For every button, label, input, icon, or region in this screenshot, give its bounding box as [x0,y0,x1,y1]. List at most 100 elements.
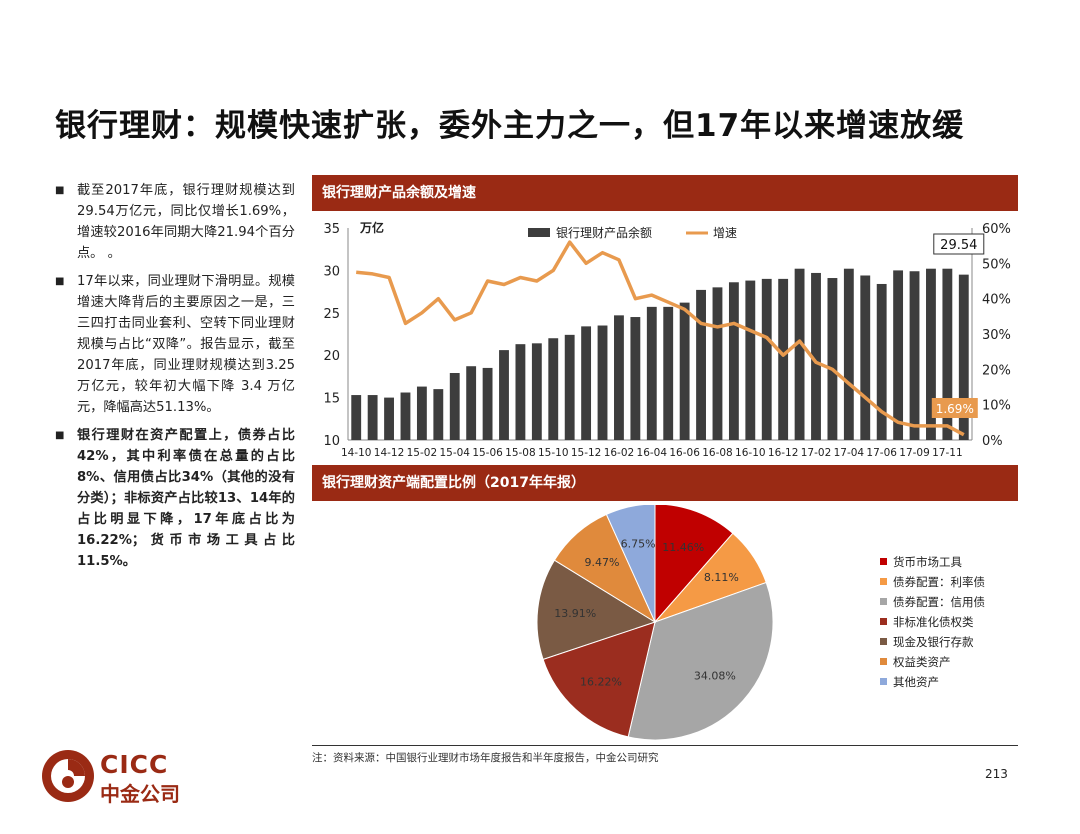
logo-emblem-icon [42,750,94,802]
legend-label: 其他资产 [893,675,939,689]
bar [926,268,936,440]
chart2-title-bar: 银行理财资产端配置比例（2017年年报） [312,465,1018,501]
bar [433,389,444,440]
y-right-tick-label: 50% [982,257,1011,272]
pie-legend-item: 债券配置：利率债 [880,572,985,592]
bar [728,282,739,440]
pie-slice-label: 9.47% [585,556,620,569]
pie-slice [536,559,657,661]
legend-swatch [880,598,887,605]
bar [630,317,641,440]
bar [827,278,838,440]
x-tick-label: 16-08 [702,447,733,459]
x-tick-label: 17-06 [866,447,897,459]
x-tick-label: 15-06 [472,447,503,459]
legend-swatch [880,558,887,565]
x-tick-label: 16-06 [669,447,700,459]
x-tick-label: 15-12 [571,447,602,459]
x-tick-label: 16-02 [604,447,635,459]
pie-legend-item: 现金及银行存款 [880,632,985,652]
y-left-tick-label: 10 [323,434,340,449]
x-tick-label: 16-04 [637,447,668,459]
pie-legend-item: 权益类资产 [880,652,985,672]
bar [893,270,904,440]
pie-slice-label: 8.11% [704,571,739,584]
bar [761,278,772,440]
logo-text-en: CICC [100,750,169,779]
bar [745,280,756,440]
y-left-unit-label: 万亿 [359,220,384,235]
bar [531,343,542,440]
bar [876,283,887,440]
bar [515,344,526,440]
annotation-balance: 29.54 [940,238,977,253]
bar [778,278,789,440]
bar [679,302,690,440]
pie-slice-label: 6.75% [621,538,656,551]
pie-legend-item: 货币市场工具 [880,552,985,572]
x-tick-label: 15-10 [538,447,569,459]
y-left-tick-label: 35 [323,222,340,237]
page-number: 213 [985,767,1008,781]
y-right-tick-label: 20% [982,363,1011,378]
bar [499,350,509,440]
y-left-tick-label: 25 [323,307,340,322]
y-left-tick-label: 30 [323,264,340,279]
bar [860,275,871,440]
cicc-logo: CICC 中金公司 [40,748,210,806]
y-right-tick-label: 10% [982,399,1011,414]
allocation-pie-chart: 11.46% 8.11% 34.08% 16.22% 13.91% 9.47%6.75% [536,505,774,741]
bar [581,326,592,440]
legend-label: 现金及银行存款 [893,635,974,649]
bar [416,386,427,440]
legend-label: 债券配置：信用债 [893,595,985,609]
bar [794,268,805,440]
logo-text-cn: 中金公司 [100,782,180,806]
x-tick-label: 14-10 [341,447,372,459]
bullet-item: 银行理财在资产配置上，债券占比42%，其中利率债在总量的占比8%、信用债占比34… [55,425,295,572]
pie-legend-item: 其他资产 [880,672,985,692]
pie-slice [605,505,656,623]
chart1-title-bar: 银行理财产品余额及增速 [312,175,1018,211]
annotation-box-growth [931,398,978,418]
growth-line [356,240,965,437]
x-tick-label: 17-02 [801,447,832,459]
bullet-item: 17年以来，同业理财下滑明显。规模增速大降背后的主要原因之一是，三三四打击同业套… [55,271,295,418]
x-tick-label: 14-12 [374,447,405,459]
bullet-item: 截至2017年底，银行理财规模达到29.54万亿元，同比仅增长1.69%，增速较… [55,180,295,264]
y-right-tick-label: 40% [982,293,1011,308]
legend-swatch [880,658,887,665]
bar [646,306,657,440]
bar [942,268,953,440]
y-right-tick-label: 30% [982,328,1011,343]
pie-legend: 货币市场工具 债券配置：利率债债券配置：信用债 非标准化债权类 现金及银行存款 权益类资… [880,552,985,692]
bar [696,289,706,440]
bar [400,392,411,440]
legend-bar-label: 银行理财产品余额 [556,225,652,240]
bar [466,366,477,440]
pie-legend-item: 非标准化债权类 [880,612,985,632]
legend-bar-swatch [528,228,550,237]
bar [449,373,460,440]
x-tick-label: 16-10 [735,447,766,459]
x-tick-label: 15-04 [439,447,470,459]
pie-slice-label: 34.08% [694,669,736,682]
bullet-list: 截至2017年底，银行理财规模达到29.54万亿元，同比仅增长1.69%，增速较… [55,180,295,579]
pie-slice-label: 11.46% [662,541,704,554]
bar [909,271,920,440]
x-tick-label: 17-11 [932,447,963,459]
source-note: 注：资料来源：中国银行业理财市场年度报告和半年度报告，中金公司研究 [312,745,1018,765]
x-tick-label: 16-12 [768,447,799,459]
x-tick-label: 17-04 [834,447,865,459]
pie-slice [654,505,734,624]
bar [564,334,575,440]
pie-slice-label: 16.22% [580,675,622,688]
bar [351,395,362,440]
legend-label: 权益类资产 [893,655,951,669]
x-tick-label: 15-08 [505,447,536,459]
pie-legend-item: 债券配置：信用债 [880,592,985,612]
pie-slice [627,581,774,741]
pie-slice-label: 13.91% [554,607,596,620]
legend-label: 非标准化债权类 [893,615,974,629]
